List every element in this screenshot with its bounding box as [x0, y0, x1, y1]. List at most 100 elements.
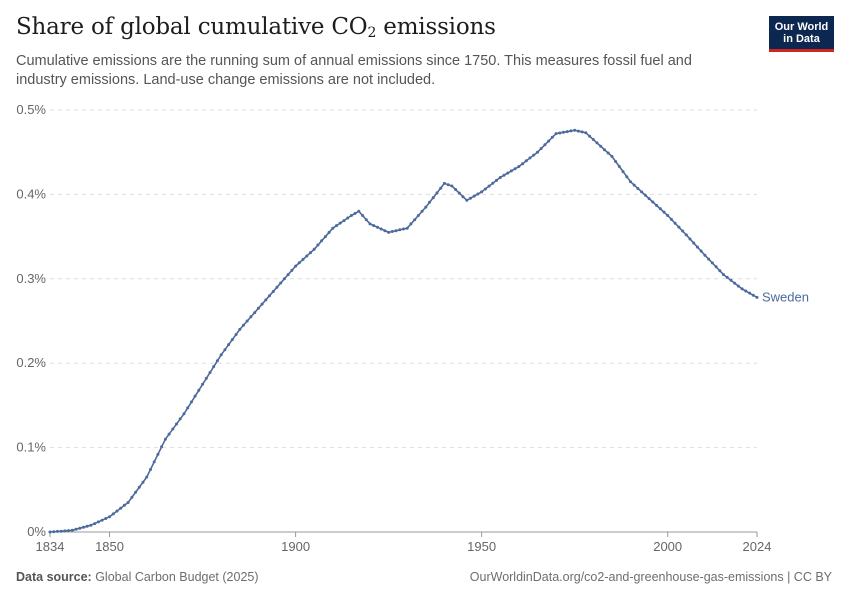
data-point[interactable] [320, 239, 324, 243]
data-point[interactable] [387, 230, 391, 234]
data-point[interactable] [394, 229, 398, 233]
data-point[interactable] [565, 130, 569, 134]
data-point[interactable] [591, 138, 595, 141]
data-point[interactable] [647, 197, 651, 201]
data-point[interactable] [96, 520, 100, 524]
source-link[interactable]: OurWorldinData.org/co2-and-greenhouse-ga… [469, 570, 832, 584]
data-point[interactable] [335, 224, 338, 228]
data-point[interactable] [279, 281, 283, 285]
owid-logo[interactable]: Our World in Data [769, 16, 834, 52]
data-point[interactable] [353, 211, 357, 215]
data-point[interactable] [454, 188, 458, 191]
data-point[interactable] [420, 209, 424, 213]
data-point[interactable] [573, 128, 577, 132]
data-point[interactable] [160, 445, 164, 449]
data-point[interactable] [502, 173, 506, 177]
data-point[interactable] [722, 273, 725, 277]
data-point[interactable] [558, 131, 562, 135]
data-point[interactable] [294, 264, 298, 268]
data-point[interactable] [450, 184, 454, 188]
data-point[interactable] [517, 165, 521, 168]
data-point[interactable] [532, 153, 536, 157]
data-point[interactable] [282, 277, 286, 281]
data-point[interactable] [405, 226, 409, 230]
data-point[interactable] [264, 298, 268, 302]
data-point[interactable] [495, 178, 498, 182]
series-line-sweden[interactable] [49, 129, 758, 533]
data-point[interactable] [554, 132, 558, 136]
data-point[interactable] [521, 162, 525, 166]
data-point[interactable] [85, 524, 89, 528]
data-point[interactable] [338, 221, 342, 225]
data-point[interactable] [457, 191, 461, 195]
data-point[interactable] [580, 130, 584, 134]
data-point[interactable] [309, 251, 312, 255]
data-point[interactable] [509, 169, 513, 173]
data-point[interactable] [48, 530, 52, 534]
data-point[interactable] [483, 187, 487, 191]
data-point[interactable] [692, 241, 696, 245]
data-point[interactable] [134, 490, 138, 494]
data-point[interactable] [576, 129, 580, 133]
data-point[interactable] [323, 235, 327, 239]
data-point[interactable] [342, 219, 346, 223]
data-point[interactable] [718, 269, 722, 273]
data-point[interactable] [655, 203, 658, 207]
data-point[interactable] [141, 480, 145, 484]
data-point[interactable] [402, 227, 405, 231]
data-point[interactable] [584, 131, 588, 135]
data-point[interactable] [476, 192, 480, 196]
data-point[interactable] [175, 422, 178, 426]
data-point[interactable] [428, 200, 431, 204]
data-point[interactable] [625, 175, 629, 179]
data-point[interactable] [588, 134, 592, 138]
data-point[interactable] [736, 284, 740, 288]
data-point[interactable] [52, 530, 56, 534]
data-point[interactable] [536, 150, 539, 154]
data-point[interactable] [193, 394, 197, 398]
data-point[interactable] [130, 495, 134, 499]
data-point[interactable] [461, 195, 465, 199]
data-point[interactable] [383, 229, 387, 233]
data-point[interactable] [669, 217, 673, 221]
data-point[interactable] [208, 371, 212, 374]
data-point[interactable] [178, 417, 182, 421]
data-point[interactable] [547, 139, 551, 143]
data-point[interactable] [368, 222, 372, 226]
data-point[interactable] [271, 290, 275, 293]
data-point[interactable] [416, 214, 420, 217]
data-point[interactable] [201, 382, 205, 386]
data-point[interactable] [327, 230, 331, 234]
data-point[interactable] [115, 509, 119, 513]
data-point[interactable] [744, 289, 748, 293]
data-point[interactable] [89, 523, 93, 527]
data-point[interactable] [312, 247, 316, 251]
data-point[interactable] [707, 257, 711, 261]
data-point[interactable] [699, 249, 703, 253]
data-point[interactable] [145, 475, 149, 479]
data-point[interactable] [245, 319, 249, 323]
data-point[interactable] [364, 218, 368, 222]
data-point[interactable] [681, 229, 685, 233]
data-point[interactable] [167, 432, 171, 436]
data-point[interactable] [137, 485, 141, 489]
data-point[interactable] [297, 261, 301, 265]
data-point[interactable] [610, 154, 614, 158]
data-point[interactable] [751, 293, 755, 297]
data-point[interactable] [599, 144, 603, 148]
data-point[interactable] [376, 225, 379, 229]
data-point[interactable] [632, 183, 636, 187]
data-point[interactable] [163, 437, 167, 441]
data-point[interactable] [636, 187, 640, 190]
data-point[interactable] [684, 233, 688, 237]
data-point[interactable] [629, 180, 632, 184]
data-point[interactable] [643, 193, 647, 197]
data-point[interactable] [431, 196, 435, 200]
data-point[interactable] [149, 468, 152, 471]
data-point[interactable] [673, 221, 677, 225]
data-point[interactable] [55, 529, 59, 533]
data-point[interactable] [372, 224, 376, 228]
data-point[interactable] [498, 176, 502, 179]
data-point[interactable] [710, 261, 714, 265]
data-point[interactable] [446, 183, 450, 187]
